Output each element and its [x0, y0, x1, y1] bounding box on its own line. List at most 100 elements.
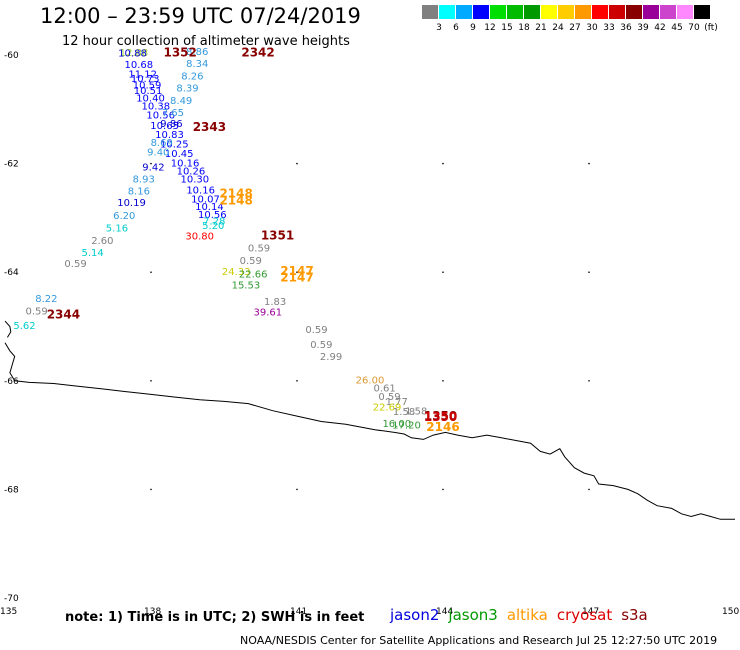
wave-height-label: 17.20	[392, 421, 421, 432]
graticule-dot	[150, 271, 152, 274]
graticule-dot	[588, 162, 590, 165]
graticule-dot	[442, 271, 444, 274]
scale-label: 24	[552, 23, 564, 33]
graticule-dot	[296, 488, 298, 491]
pass-time-label: 2148	[219, 186, 252, 200]
graticule-dot	[588, 380, 590, 382]
legend-item-altika: altika	[506, 606, 548, 624]
wave-height-label: 26.00	[356, 376, 385, 387]
legend-item-jason3: jason3	[448, 606, 498, 624]
wave-height-label: 9.40	[147, 147, 169, 158]
wave-height-label: 8.93	[133, 175, 155, 186]
graticule-dot	[588, 271, 590, 274]
scale-label: 45	[671, 23, 683, 33]
lat-tick-label: -66	[4, 377, 19, 387]
scale-label: 3	[436, 23, 442, 33]
graticule-dot	[296, 271, 298, 274]
scale-swatch	[609, 5, 625, 19]
scale-swatch	[660, 5, 676, 19]
coastline	[4, 320, 735, 520]
scale-swatch	[473, 5, 489, 19]
wave-height-label: 8.49	[170, 96, 192, 107]
wave-height-label: 15.53	[232, 280, 261, 291]
wave-height-label: 10.16	[171, 158, 200, 169]
wave-height-label: 0.59	[64, 259, 86, 270]
credit-line: NOAA/NESDIS Center for Satellite Applica…	[240, 634, 718, 647]
coastline-path	[4, 320, 12, 338]
graticule-dot	[296, 162, 298, 165]
scale-label: 15	[501, 23, 513, 33]
scale-label: 36	[620, 23, 632, 33]
pass-time-label: 2147	[280, 264, 313, 278]
scale-swatch	[575, 5, 591, 19]
wave-height-label: 10.38	[142, 101, 171, 112]
wave-height-label: 10.07	[191, 195, 220, 206]
wave-height-label: 8.86	[186, 47, 208, 58]
wave-height-label: 10.40	[136, 94, 165, 105]
pass-time-label: 2146	[426, 420, 459, 434]
legend-item-jason2: jason2	[390, 606, 440, 624]
axis-ticks: -60 -62 -64 -66 -68 -70 135 138 141 144 147 150	[0, 51, 739, 617]
lon-tick-label: 150	[722, 607, 739, 617]
lat-tick-label: -68	[4, 485, 19, 495]
scale-label: 70	[688, 23, 700, 33]
wave-height-label: 22.66	[239, 270, 268, 281]
page-subtitle: 12 hour collection of altimeter wave hei…	[62, 34, 350, 49]
wave-height-label: 16.00	[382, 419, 411, 430]
wave-height-label: 0.59	[310, 340, 332, 351]
lon-tick-label: 144	[436, 607, 453, 617]
scale-label: 30	[586, 23, 598, 33]
graticule-dot	[442, 162, 444, 165]
scale-swatch	[677, 5, 693, 19]
wave-height-label: 5.16	[106, 223, 128, 234]
scale-swatch	[694, 5, 710, 19]
wave-height-label: 10.30	[180, 175, 209, 186]
wave-height-label: 8.22	[35, 294, 57, 305]
scale-label: 42	[654, 23, 666, 33]
wave-height-label: 8.39	[176, 83, 198, 94]
scale-swatch	[456, 5, 472, 19]
scale-swatch	[439, 5, 455, 19]
units-note: note: 1) Time is in UTC; 2) SWH is in fe…	[65, 610, 365, 625]
wave-height-label: 6.20	[113, 211, 135, 222]
wave-height-label: 10.16	[186, 185, 215, 196]
wave-height-label: 10.56	[198, 210, 227, 221]
wave-height-label: 10.26	[177, 166, 206, 177]
wave-height-label: 7.65	[162, 108, 184, 119]
graticule-dot	[150, 380, 152, 382]
coastline-path	[4, 342, 735, 520]
scale-label: 39	[637, 23, 649, 33]
lat-tick-label: -62	[4, 160, 19, 170]
graticule-dot	[442, 380, 444, 382]
legend-item-s3a: s3a	[621, 606, 648, 624]
wave-height-label: 0.61	[373, 384, 395, 395]
wave-height-label: 9.86	[160, 119, 182, 130]
scale-swatch	[490, 5, 506, 19]
wave-height-label: 10.59	[133, 81, 162, 92]
wave-height-label: 2.99	[320, 352, 342, 363]
scale-label: 33	[603, 23, 615, 33]
pass-time-label: 1350	[424, 410, 457, 424]
wave-height-label: 8.34	[186, 59, 208, 70]
wave-height-label: 1.58	[393, 407, 415, 418]
scale-label: 21	[535, 23, 547, 33]
wave-height-label: 10.65	[150, 121, 179, 132]
wave-height-label: 9.42	[142, 163, 164, 174]
scale-label: 6	[453, 23, 459, 33]
scale-swatch	[422, 5, 438, 19]
pass-time-label: 2343	[193, 120, 226, 134]
wave-height-label: 10.68	[125, 60, 154, 71]
wave-height-label: 10.73	[131, 74, 160, 85]
lat-tick-label: -64	[4, 268, 19, 278]
scale-swatch	[558, 5, 574, 19]
scale-swatch	[643, 5, 659, 19]
pass-time-label: 2342	[241, 46, 274, 60]
wave-height-label: 0.59	[240, 256, 262, 267]
lon-tick-label: 138	[144, 607, 161, 617]
pass-time-label: 1352	[163, 46, 196, 60]
wave-height-label: 10.14	[195, 202, 224, 213]
map-frame	[5, 55, 735, 598]
wave-height-label: 2.60	[91, 236, 113, 247]
